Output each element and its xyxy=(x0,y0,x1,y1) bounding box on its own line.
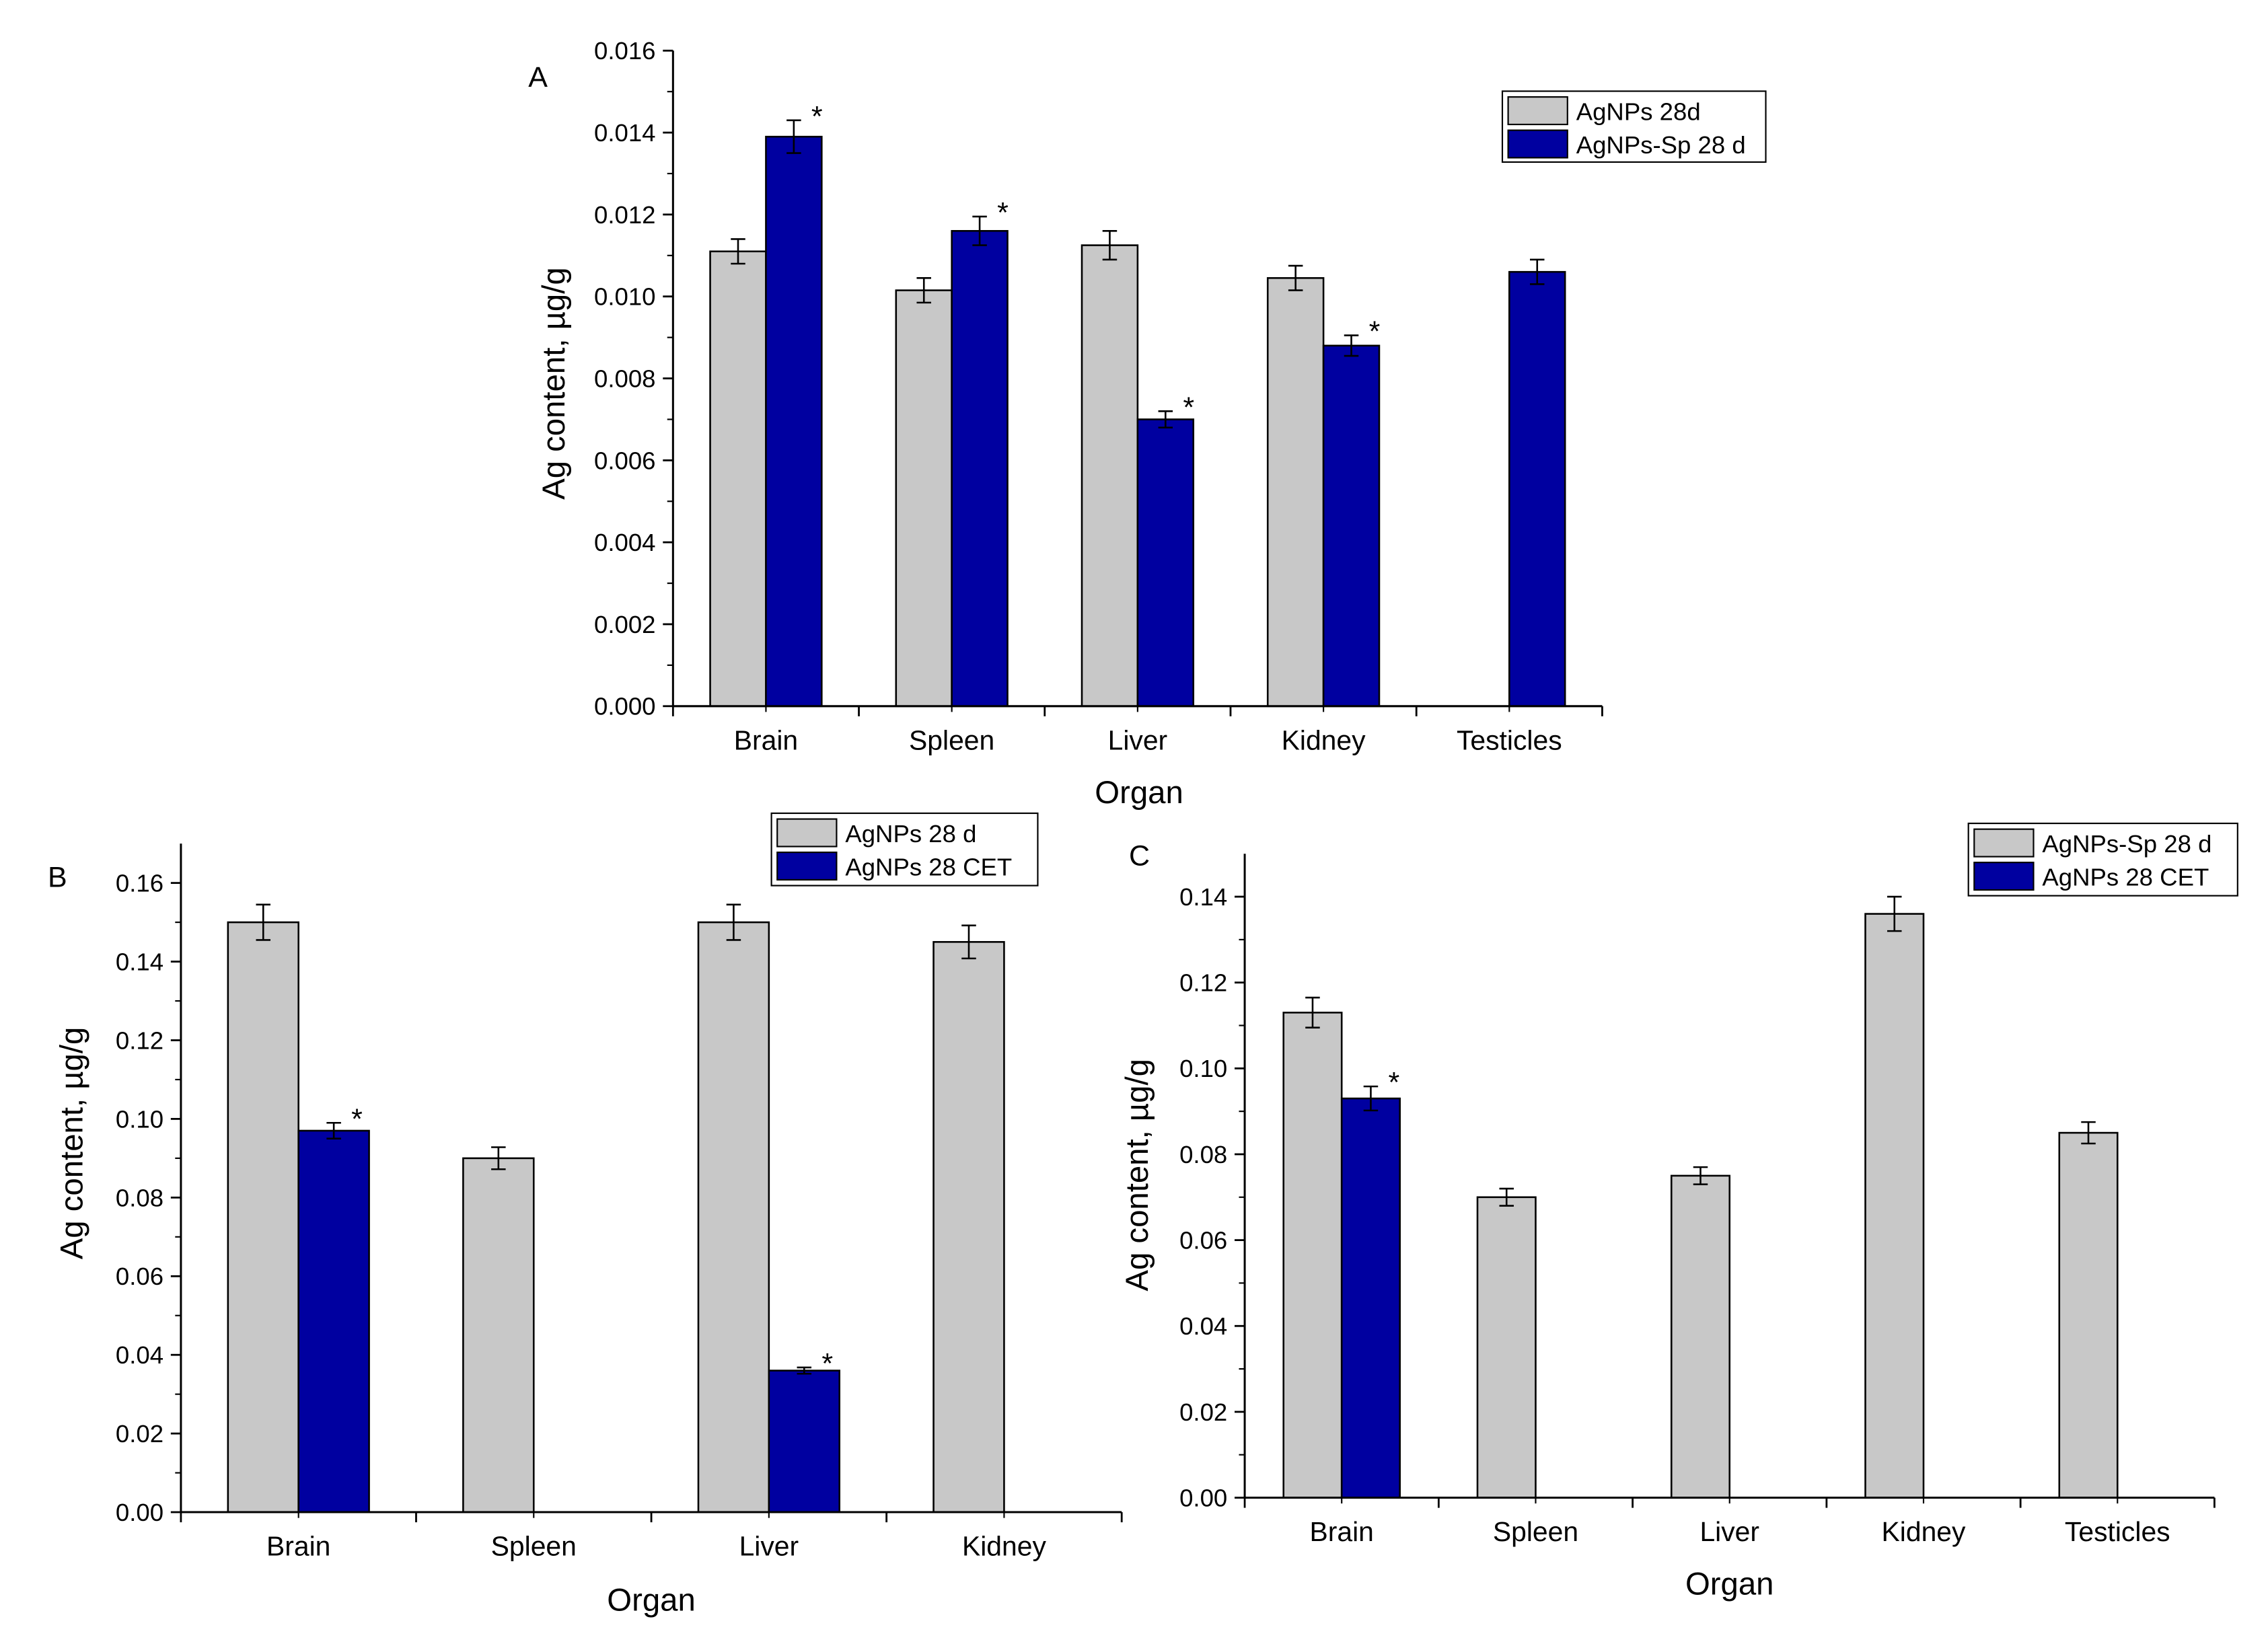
y-tick-label: 0.06 xyxy=(116,1263,163,1290)
bar-blue xyxy=(1508,270,1566,708)
x-category-label: Testicles xyxy=(1457,724,1562,755)
y-tick-label: 0.010 xyxy=(594,283,656,311)
y-axis-title: Ag content, µg/g xyxy=(54,1027,90,1260)
y-tick-label: 0.08 xyxy=(116,1184,163,1211)
x-category-label: Kidney xyxy=(1882,1516,1967,1547)
y-tick-label: 0.016 xyxy=(594,37,656,65)
bar-gray xyxy=(1670,1174,1731,1499)
y-tick-label: 0.012 xyxy=(594,201,656,229)
y-tick-label: 0.002 xyxy=(594,611,656,638)
bar-blue xyxy=(297,1129,370,1513)
y-tick-label: 0.08 xyxy=(1179,1141,1227,1168)
legend: AgNPs 28 d AgNPs 28 CET xyxy=(770,812,1039,887)
bar-gray xyxy=(1864,913,1925,1499)
significance-star: * xyxy=(1369,315,1381,348)
chart-panel-A: A 0.000 0.002 0.004 0.006 0.008 0.010 0.012 0.01… xyxy=(528,37,1767,811)
y-tick-label: 0.04 xyxy=(1179,1312,1227,1340)
legend-label: AgNPs-Sp 28 d xyxy=(2042,830,2211,858)
chart-panel-C: C 0.00 0.02 0.04 0.06 0.08 0.10 0.12 0.14 * Brain S… xyxy=(1120,822,2238,1602)
x-category-label: Brain xyxy=(734,724,798,755)
x-category-label: Liver xyxy=(1699,1516,1759,1547)
x-category-label: Spleen xyxy=(491,1531,577,1562)
bar-blue xyxy=(1136,418,1195,708)
legend-swatch-blue xyxy=(1973,862,2035,891)
x-category-label: Kidney xyxy=(962,1531,1047,1562)
bar-gray xyxy=(1282,1012,1343,1499)
x-category-label: Brain xyxy=(266,1531,330,1562)
y-tick-label: 0.12 xyxy=(1179,969,1227,997)
legend: AgNPs 28d AgNPs-Sp 28 d xyxy=(1501,90,1767,163)
x-category-label: Spleen xyxy=(909,724,994,755)
legend-swatch-gray xyxy=(776,818,838,848)
bar-blue xyxy=(1322,344,1381,708)
legend-label: AgNPs 28 d xyxy=(845,820,976,848)
bar-gray xyxy=(227,921,299,1513)
x-category-label: Liver xyxy=(1108,724,1168,755)
figure-scaled-root: A 0.000 0.002 0.004 0.006 0.008 0.010 0.012 0.01… xyxy=(48,37,2238,1618)
legend-label: AgNPs 28 CET xyxy=(2042,864,2209,891)
bar-gray xyxy=(1476,1196,1537,1499)
legend-swatch-gray xyxy=(1507,96,1568,126)
legend-swatch-gray xyxy=(1973,828,2035,858)
y-tick-label: 0.04 xyxy=(116,1341,163,1369)
y-tick-label: 0.004 xyxy=(594,529,656,556)
x-category-label: Brain xyxy=(1310,1516,1374,1547)
y-tick-label: 0.12 xyxy=(116,1026,163,1054)
y-tick-label: 0.02 xyxy=(1179,1398,1227,1426)
legend: AgNPs-Sp 28 d AgNPs 28 CET xyxy=(1967,822,2238,897)
y-tick-label: 0.10 xyxy=(1179,1055,1227,1082)
legend-swatch-blue xyxy=(1507,129,1568,159)
significance-star: * xyxy=(351,1103,363,1135)
bar-gray xyxy=(697,921,770,1513)
y-tick-label: 0.06 xyxy=(1179,1227,1227,1254)
x-category-label: Liver xyxy=(739,1531,799,1562)
bar-blue xyxy=(951,229,1009,708)
legend-label: AgNPs-Sp 28 d xyxy=(1576,131,1746,159)
bar-gray xyxy=(462,1157,535,1513)
y-tick-label: 0.10 xyxy=(116,1105,163,1133)
y-tick-label: 0.14 xyxy=(1179,883,1227,911)
y-axis-title: Ag content, µg/g xyxy=(536,267,572,500)
panel-label: B xyxy=(48,862,67,894)
panel-label: A xyxy=(528,61,548,93)
y-tick-label: 0.00 xyxy=(116,1499,163,1526)
legend-label: AgNPs 28d xyxy=(1576,98,1701,126)
bar-gray xyxy=(1081,244,1139,708)
x-category-label: Spleen xyxy=(1493,1516,1578,1547)
significance-star: * xyxy=(821,1348,833,1380)
bar-gray xyxy=(1266,277,1325,708)
y-tick-label: 0.14 xyxy=(116,948,163,975)
x-axis-title: Organ xyxy=(1095,775,1183,811)
x-category-label: Kidney xyxy=(1282,724,1366,755)
y-tick-label: 0.16 xyxy=(116,870,163,897)
bar-gray xyxy=(709,250,767,708)
significance-star: * xyxy=(811,100,823,133)
chart-panel-B: B 0.00 0.02 0.04 0.06 0.08 0.10 0.12 0.14 0.16 * * B… xyxy=(48,812,1123,1618)
bar-blue xyxy=(765,135,823,708)
x-axis-title: Organ xyxy=(1685,1567,1774,1602)
y-axis-title: Ag content, µg/g xyxy=(1120,1059,1155,1291)
bar-blue xyxy=(768,1370,841,1513)
bar-gray xyxy=(2058,1131,2119,1499)
bar-gray xyxy=(895,289,953,708)
y-tick-label: 0.006 xyxy=(594,447,656,474)
y-tick-label: 0.008 xyxy=(594,365,656,392)
bar-blue xyxy=(1340,1097,1401,1499)
x-axis-title: Organ xyxy=(607,1582,696,1618)
y-tick-label: 0.00 xyxy=(1179,1484,1227,1511)
y-tick-label: 0.014 xyxy=(594,119,656,147)
y-tick-label: 0.02 xyxy=(116,1420,163,1448)
significance-star: * xyxy=(1388,1067,1399,1099)
legend-swatch-blue xyxy=(776,852,838,881)
legend-label: AgNPs 28 CET xyxy=(845,854,1012,881)
significance-star: * xyxy=(997,197,1009,229)
panel-label: C xyxy=(1129,839,1150,872)
significance-star: * xyxy=(1183,391,1194,424)
bar-gray xyxy=(932,941,1005,1513)
x-category-label: Testicles xyxy=(2065,1516,2170,1547)
y-tick-label: 0.000 xyxy=(594,693,656,720)
